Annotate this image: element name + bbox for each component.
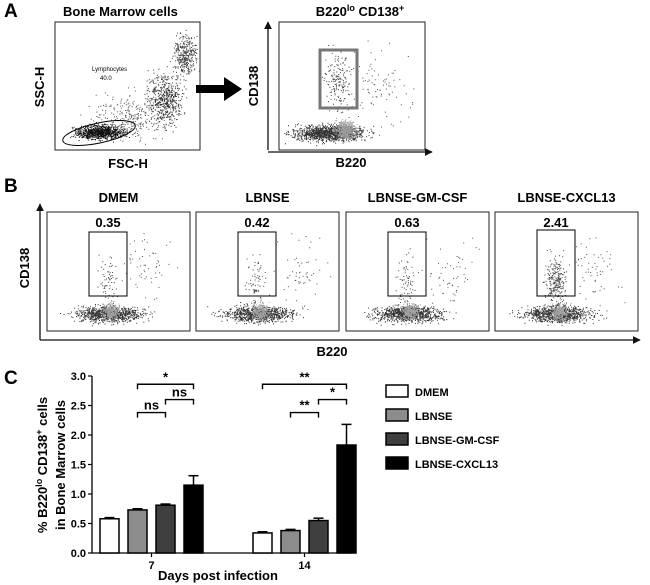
panel-a-right-plot bbox=[264, 21, 433, 156]
x-tick-label: 7 bbox=[148, 560, 154, 572]
legend-label: LBNSE bbox=[415, 411, 452, 423]
significance-label: ns bbox=[172, 385, 187, 400]
flow-plot-title: LBNSE bbox=[245, 190, 289, 205]
legend-swatch bbox=[385, 432, 409, 446]
flow-plot-title: LBNSE-GM-CSF bbox=[368, 190, 468, 205]
flow-plot-events bbox=[509, 237, 626, 326]
flow-plot: LBNSE-CXCL13 2.41 bbox=[494, 190, 639, 332]
flow-plot: DMEM 0.35 bbox=[46, 190, 191, 332]
bar bbox=[127, 509, 148, 554]
flow-plot-events bbox=[207, 233, 332, 326]
panel-a-right-events bbox=[284, 40, 415, 147]
panel-a-left-plot: Lymphocytes 40.0 bbox=[54, 21, 201, 151]
panel-a-right-title: B220lo CD138+ bbox=[316, 3, 404, 19]
bar bbox=[155, 504, 176, 554]
chart-legend: DMEM LBNSE LBNSE-GM-CSF LBNSE-CXCL13 bbox=[385, 384, 500, 471]
bar bbox=[336, 444, 357, 554]
significance-label: ** bbox=[299, 369, 310, 384]
panel-label-a: A bbox=[4, 1, 18, 22]
plasma-cell-gate bbox=[536, 229, 576, 297]
plasma-cell-gate bbox=[88, 231, 128, 297]
panel-b-ylabel: CD138 bbox=[17, 248, 32, 288]
x-tick-label: 14 bbox=[298, 560, 311, 572]
panel-a-right-xlabel: B220 bbox=[335, 155, 366, 170]
panel-label-c: C bbox=[4, 368, 18, 389]
y-tick-label: 1.0 bbox=[71, 489, 86, 501]
significance-bracket bbox=[164, 398, 195, 405]
significance-label: ** bbox=[299, 398, 310, 413]
transition-arrow bbox=[196, 77, 242, 101]
significance-label: * bbox=[163, 369, 169, 384]
chart-xlabel: Days post infection bbox=[158, 568, 278, 583]
panel-a-left-xlabel: FSC-H bbox=[108, 156, 148, 171]
y-tick-label: 0.5 bbox=[71, 519, 86, 531]
bar bbox=[99, 518, 120, 554]
panel-a-right-ylabel: CD138 bbox=[246, 66, 261, 106]
lymphocyte-gate bbox=[62, 120, 136, 146]
legend-label: LBNSE-GM-CSF bbox=[415, 435, 500, 447]
legend-label: LBNSE-CXCL13 bbox=[415, 459, 498, 471]
significance-bracket bbox=[317, 398, 348, 405]
gate-value: 40.0 bbox=[100, 76, 112, 82]
gate-percentage: 0.63 bbox=[394, 215, 419, 230]
flow-plot-events bbox=[364, 237, 480, 326]
bar bbox=[280, 529, 301, 554]
bar bbox=[252, 532, 273, 554]
panel-a-left-ylabel: SSC-H bbox=[32, 67, 47, 107]
panel-a-left-title: Bone Marrow cells bbox=[63, 4, 178, 19]
panel-label-b: B bbox=[4, 176, 18, 197]
panel-b-plots: DMEM 0.35 LBNSE 0.42 LBNSE-GM-CSF 0.63 LBNSE-C… bbox=[46, 190, 639, 332]
legend-swatch bbox=[385, 384, 409, 398]
plasma-cell-gate bbox=[387, 231, 427, 297]
y-tick-label: 1.5 bbox=[71, 460, 86, 472]
gate-percentage: 2.41 bbox=[543, 215, 568, 230]
significance-label: * bbox=[330, 385, 336, 400]
flow-plot-title: LBNSE-CXCL13 bbox=[517, 190, 615, 205]
significance-bracket bbox=[136, 411, 167, 418]
bar bbox=[183, 484, 204, 554]
flow-plot-events bbox=[60, 233, 179, 327]
bar bbox=[308, 519, 329, 554]
y-tick-label: 0.0 bbox=[71, 548, 86, 560]
gate-percentage: 0.42 bbox=[244, 215, 269, 230]
chart-ylabel-line1: % B220lo CD138+ cells bbox=[34, 397, 50, 533]
gate-label: Lymphocytes bbox=[92, 67, 127, 73]
panel-b-xlabel: B220 bbox=[316, 344, 347, 359]
y-tick-label: 2.5 bbox=[71, 401, 86, 413]
significance-bracket bbox=[136, 383, 195, 390]
y-tick-label: 3.0 bbox=[71, 371, 86, 383]
significance-bracket bbox=[261, 383, 348, 390]
chart-ylabel-line2: in Bone Marrow cells bbox=[53, 400, 68, 530]
legend-swatch bbox=[385, 408, 409, 422]
flow-plot: LBNSE-GM-CSF 0.63 bbox=[345, 190, 490, 332]
plasma-cell-gate bbox=[237, 231, 277, 297]
legend-label: DMEM bbox=[415, 387, 449, 399]
significance-label: ns bbox=[144, 398, 159, 413]
legend-swatch bbox=[385, 456, 409, 470]
plasma-cell-gate bbox=[318, 48, 359, 110]
flow-plot: LBNSE 0.42 bbox=[195, 190, 340, 332]
significance-bracket bbox=[289, 411, 320, 418]
flow-plot-title: DMEM bbox=[99, 190, 139, 205]
y-tick-label: 2.0 bbox=[71, 430, 86, 442]
gate-percentage: 0.35 bbox=[95, 215, 120, 230]
